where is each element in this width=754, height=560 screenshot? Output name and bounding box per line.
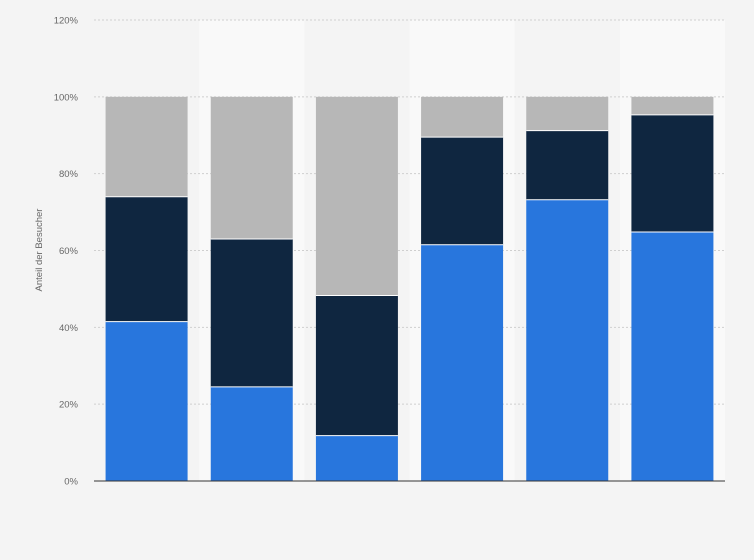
bar-segment xyxy=(631,114,714,233)
bar-segment xyxy=(526,199,609,482)
bar-segment xyxy=(105,196,188,322)
y-tick-labels: 0% 20% 40% 60% 80% 100% 120% xyxy=(54,16,79,488)
gridlines xyxy=(94,19,725,405)
y-tick-label: 60% xyxy=(59,246,79,257)
bar-segment xyxy=(631,232,714,481)
bar-segment xyxy=(105,96,188,197)
bar-segment xyxy=(631,96,714,115)
bar-segment xyxy=(526,96,609,131)
y-tick-label: 40% xyxy=(59,323,79,334)
bar-segment xyxy=(526,130,609,200)
bar-segment xyxy=(210,96,293,239)
y-tick-label: 80% xyxy=(59,169,79,180)
bar-segment xyxy=(105,321,188,481)
y-tick-label: 120% xyxy=(54,16,79,27)
y-tick-label: 20% xyxy=(59,400,79,411)
bar-segment xyxy=(421,137,504,245)
bar-segment xyxy=(315,295,398,436)
bar-segment xyxy=(315,435,398,481)
bar-segment xyxy=(210,238,293,387)
bars xyxy=(105,96,714,482)
bar-segment xyxy=(421,244,504,481)
y-tick-label: 0% xyxy=(64,477,78,488)
y-axis-title: Anteil der Besucher xyxy=(34,209,45,292)
bar-segment xyxy=(315,96,398,296)
y-tick-label: 100% xyxy=(54,92,79,103)
bar-segment xyxy=(421,96,504,138)
bar-segment xyxy=(210,386,293,481)
